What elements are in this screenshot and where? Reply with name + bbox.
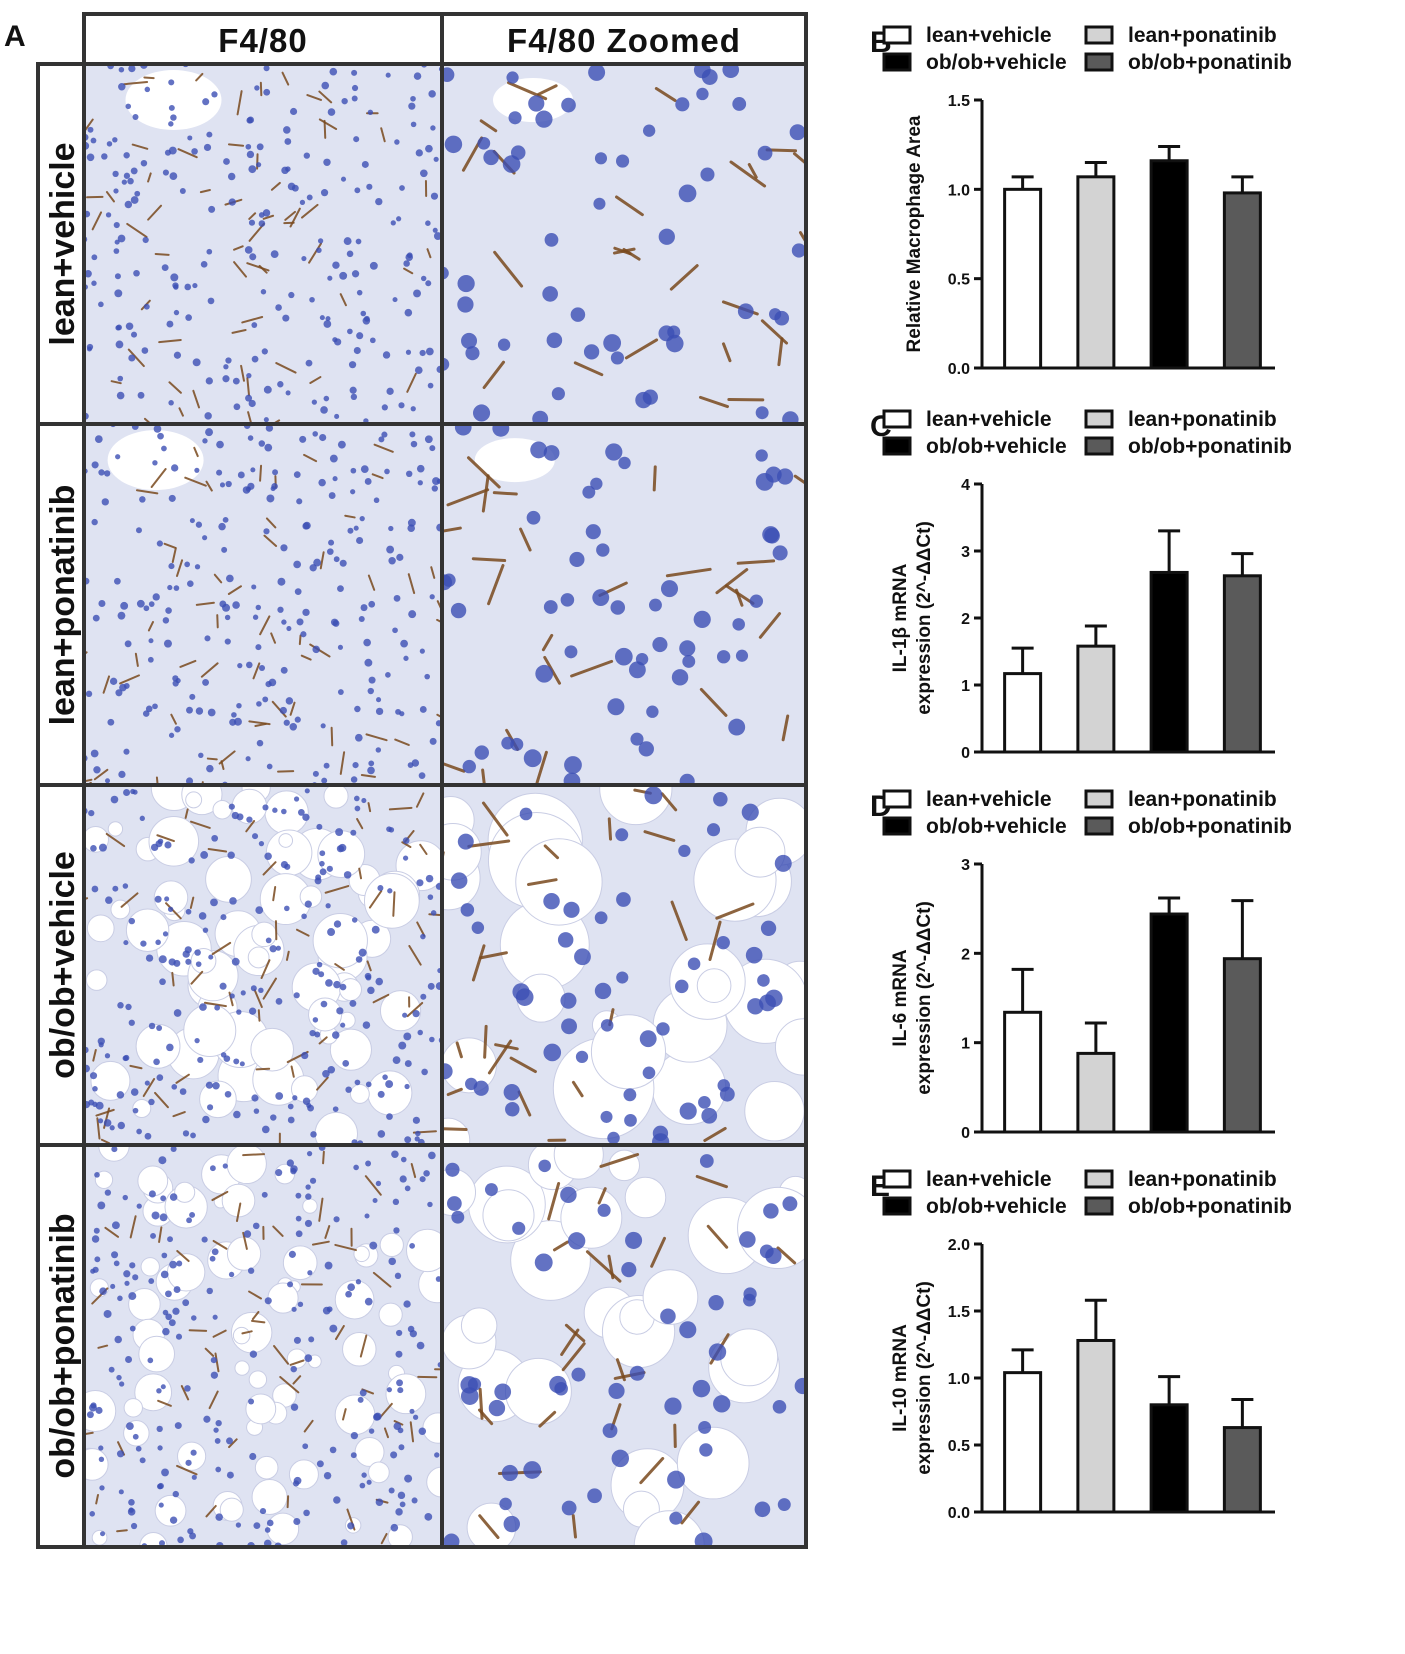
legend-swatch-ob-ob-vehicle [882, 52, 912, 72]
legend-swatch-lean-vehicle [882, 409, 912, 429]
grid-frame [36, 12, 808, 1549]
legend-swatch-ob-ob-vehicle [882, 436, 912, 456]
bar-lean-vehicle [1003, 1010, 1043, 1134]
legend-swatch-ob-ob-ponatinib [1084, 52, 1114, 72]
legend-label-ob-ob-ponatinib: ob/ob+ponatinib [1128, 1195, 1292, 1218]
legend-label-lean-ponatinib: lean+ponatinib [1128, 408, 1277, 431]
panel-a-letter: A [4, 20, 26, 53]
legend-label-ob-ob-ponatinib: ob/ob+ponatinib [1128, 435, 1292, 458]
y-tick-label: 0.5 [948, 1438, 970, 1455]
y-tick-label: 0 [961, 1125, 970, 1142]
legend-label-ob-ob-vehicle: ob/ob+vehicle [926, 435, 1067, 458]
y-axis-label: expression (2^-ΔΔCt) [914, 521, 935, 715]
y-axis-label: expression (2^-ΔΔCt) [914, 901, 935, 1095]
micrograph-cell [84, 64, 442, 424]
micrograph-cell [442, 785, 806, 1145]
y-tick-label: 0.0 [948, 361, 970, 378]
legend-swatch-ob-ob-ponatinib [1084, 816, 1114, 836]
y-tick-label: 1.0 [948, 1371, 970, 1388]
row-header-lean-ponatinib: lean+ponatinib [44, 485, 82, 726]
legend-swatch-ob-ob-vehicle [882, 816, 912, 836]
legend-swatch-ob-ob-ponatinib [1084, 436, 1114, 456]
row-header-lean-vehicle: lean+vehicle [44, 142, 82, 345]
bar-ob-ob-ponatinib [1222, 1426, 1262, 1514]
y-tick-label: 0 [961, 745, 970, 762]
legend-label-lean-vehicle: lean+vehicle [926, 24, 1052, 47]
bar-ob-ob-vehicle [1149, 1403, 1189, 1514]
y-tick-label: 1.0 [948, 182, 970, 199]
bar-ob-ob-vehicle [1149, 570, 1189, 754]
legend-label-ob-ob-vehicle: ob/ob+vehicle [926, 1195, 1067, 1218]
legend-swatch-lean-vehicle [882, 1169, 912, 1189]
legend-label-ob-ob-vehicle: ob/ob+vehicle [926, 51, 1067, 74]
y-tick-label: 3 [961, 544, 970, 561]
y-tick-label: 2 [961, 611, 970, 628]
legend-swatch-lean-ponatinib [1084, 409, 1114, 429]
y-tick-label: 0.5 [948, 272, 970, 289]
legend-label-lean-vehicle: lean+vehicle [926, 408, 1052, 431]
column-header-f480: F4/80 [218, 22, 307, 59]
bar-lean-vehicle [1003, 672, 1043, 754]
bar-ob-ob-ponatinib [1222, 957, 1262, 1134]
bar-ob-ob-ponatinib [1222, 574, 1262, 754]
row-header-obob-vehicle: ob/ob+vehicle [44, 851, 82, 1079]
y-axis-label: expression (2^-ΔΔCt) [914, 1281, 935, 1475]
micrograph-cell [442, 1145, 806, 1547]
y-axis-label: IL-6 mRNA [890, 949, 911, 1046]
y-tick-label: 4 [961, 477, 970, 494]
column-header-f480-zoomed: F4/80 Zoomed [507, 22, 741, 59]
micrograph-cell [442, 424, 806, 785]
y-tick-label: 1 [961, 1036, 970, 1053]
micrograph-cell [84, 1145, 442, 1547]
legend-label-lean-ponatinib: lean+ponatinib [1128, 1168, 1277, 1191]
bar-lean-ponatinib [1076, 1338, 1116, 1514]
y-tick-label: 1.5 [948, 93, 970, 110]
legend-swatch-lean-ponatinib [1084, 1169, 1114, 1189]
bar-lean-vehicle [1003, 1371, 1043, 1514]
bar-ob-ob-ponatinib [1222, 191, 1262, 370]
bar-lean-ponatinib [1076, 175, 1116, 370]
y-axis-label: Relative Macrophage Area [904, 115, 925, 352]
row-header-obob-ponatinib: ob/ob+ponatinib [44, 1213, 82, 1478]
legend-swatch-lean-vehicle [882, 25, 912, 45]
legend-swatch-lean-ponatinib [1084, 789, 1114, 809]
legend-label-ob-ob-ponatinib: ob/ob+ponatinib [1128, 51, 1292, 74]
micrograph-cell [442, 64, 806, 424]
legend-label-ob-ob-ponatinib: ob/ob+ponatinib [1128, 815, 1292, 838]
y-tick-label: 2 [961, 946, 970, 963]
micrograph-cell [84, 424, 442, 785]
legend-swatch-lean-vehicle [882, 789, 912, 809]
bar-ob-ob-vehicle [1149, 912, 1189, 1134]
legend-swatch-ob-ob-vehicle [882, 1196, 912, 1216]
bar-lean-ponatinib [1076, 1051, 1116, 1134]
y-tick-label: 0.0 [948, 1505, 970, 1522]
bar-lean-vehicle [1003, 187, 1043, 370]
legend-label-lean-vehicle: lean+vehicle [926, 788, 1052, 811]
bar-ob-ob-vehicle [1149, 159, 1189, 370]
legend-swatch-ob-ob-ponatinib [1084, 1196, 1114, 1216]
y-axis-label: IL-1β mRNA [890, 563, 911, 672]
legend-swatch-lean-ponatinib [1084, 25, 1114, 45]
legend-label-lean-vehicle: lean+vehicle [926, 1168, 1052, 1191]
legend-label-lean-ponatinib: lean+ponatinib [1128, 788, 1277, 811]
y-tick-label: 2.0 [948, 1237, 970, 1254]
bar-lean-ponatinib [1076, 644, 1116, 754]
legend-label-ob-ob-vehicle: ob/ob+vehicle [926, 815, 1067, 838]
micrograph-cell [84, 785, 442, 1145]
legend-label-lean-ponatinib: lean+ponatinib [1128, 24, 1277, 47]
y-tick-label: 3 [961, 857, 970, 874]
micrograph-cells [84, 64, 806, 1547]
y-axis-label: IL-10 mRNA [890, 1324, 911, 1432]
micrograph-grid: F4/80 F4/80 Zoomed lean+vehicle lean+pon… [36, 12, 856, 1594]
y-tick-label: 1.5 [948, 1304, 970, 1321]
y-tick-label: 1 [961, 678, 970, 695]
